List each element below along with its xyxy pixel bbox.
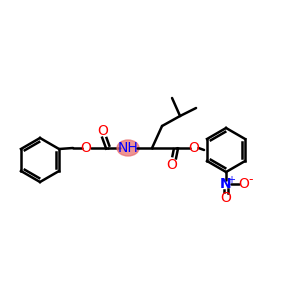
Text: O: O — [81, 141, 92, 155]
Text: O: O — [98, 124, 109, 138]
Text: O: O — [220, 191, 232, 205]
Text: -: - — [249, 173, 253, 187]
Ellipse shape — [117, 140, 139, 156]
Text: O: O — [189, 141, 200, 155]
Text: N: N — [220, 177, 232, 191]
Text: +: + — [227, 175, 235, 185]
Text: O: O — [167, 158, 178, 172]
Text: O: O — [238, 177, 250, 191]
Text: NH: NH — [118, 141, 138, 155]
